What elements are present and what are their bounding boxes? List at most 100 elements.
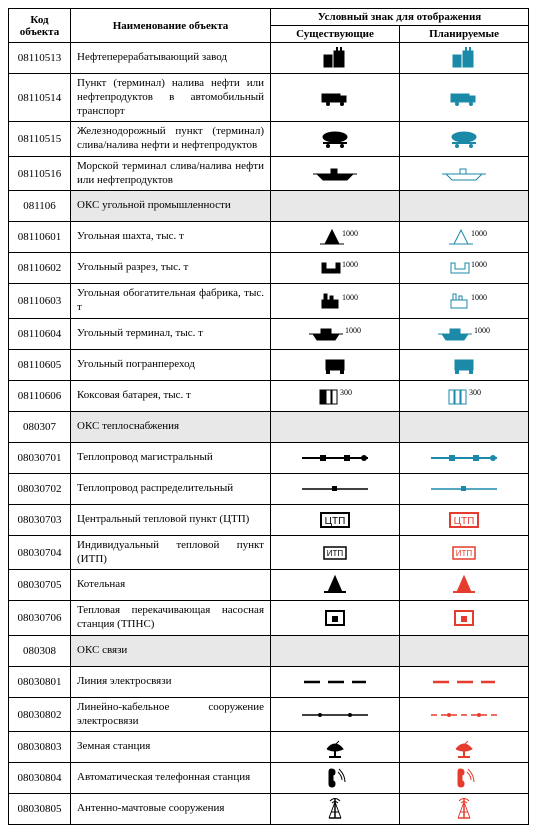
header-plan: Планируемые [400, 26, 529, 43]
cell-sym-exist [271, 442, 400, 473]
cell-sym-exist [271, 191, 400, 222]
cell-name: ОКС угольной промышленности [71, 191, 271, 222]
cell-sym-plan [400, 794, 529, 825]
cell-name: Железнодорожный пункт (терминал) слива/н… [71, 122, 271, 157]
cell-code: 08030802 [9, 697, 71, 732]
table-row: 08110516Морской терминал слива/налива не… [9, 156, 529, 191]
cell-sym-exist [271, 570, 400, 601]
cell-code: 08030703 [9, 504, 71, 535]
table-row: 08110602Угольный разрез, тыс. т10001000 [9, 253, 529, 284]
cell-sym-exist [271, 43, 400, 74]
cell-name: Линия электросвязи [71, 666, 271, 697]
cell-name: Котельная [71, 570, 271, 601]
cell-sym-plan: 1000 [400, 253, 529, 284]
cell-sym-plan [400, 763, 529, 794]
table-row: 08110606Коксовая батарея, тыс. т300300 [9, 380, 529, 411]
cell-code: 08030701 [9, 442, 71, 473]
cell-sym-plan [400, 570, 529, 601]
table-row: 08030804Автоматическая телефонная станци… [9, 763, 529, 794]
cell-sym-plan [400, 122, 529, 157]
table-row: 08030805Антенно-мачтовые сооружения [9, 794, 529, 825]
cell-name: Нефтеперерабатывающий завод [71, 43, 271, 74]
cell-sym-exist [271, 635, 400, 666]
header-code: Код объекта [9, 9, 71, 43]
cell-sym-plan [400, 732, 529, 763]
cell-sym-exist [271, 732, 400, 763]
cell-sym-plan: 300 [400, 380, 529, 411]
cell-code: 08110602 [9, 253, 71, 284]
cell-name: Земная станция [71, 732, 271, 763]
table-row: 08030801Линия электросвязи [9, 666, 529, 697]
cell-name: ОКС теплоснабжения [71, 411, 271, 442]
cell-sym-exist [271, 794, 400, 825]
cell-name: Автоматическая телефонная станция [71, 763, 271, 794]
cell-code: 08110606 [9, 380, 71, 411]
svg-text:300: 300 [469, 388, 481, 397]
cell-name: Угольная обогатительная фабрика, тыс. т [71, 284, 271, 319]
cell-sym-plan [400, 635, 529, 666]
cell-sym-exist: 1000 [271, 318, 400, 349]
cell-name: Центральный тепловой пункт (ЦТП) [71, 504, 271, 535]
cell-name: Теплопровод распределительный [71, 473, 271, 504]
svg-text:ИТП: ИТП [327, 549, 344, 558]
cell-code: 08110603 [9, 284, 71, 319]
symbols-table: Код объекта Наименование объекта Условны… [8, 8, 529, 825]
svg-text:ИТП: ИТП [456, 549, 473, 558]
table-row: 08030704Индивидуальный тепловой пункт (И… [9, 535, 529, 570]
table-row: 081106ОКС угольной промышленности [9, 191, 529, 222]
cell-code: 08110601 [9, 222, 71, 253]
cell-name: Коксовая батарея, тыс. т [71, 380, 271, 411]
cell-sym-exist [271, 349, 400, 380]
cell-sym-exist [271, 601, 400, 636]
table-row: 08030701Теплопровод магистральный [9, 442, 529, 473]
table-row: 080307ОКС теплоснабжения [9, 411, 529, 442]
cell-sym-plan: 1000 [400, 284, 529, 319]
table-row: 08030706Тепловая перекачивающая насосная… [9, 601, 529, 636]
cell-code: 08030801 [9, 666, 71, 697]
table-row: 08110513Нефтеперерабатывающий завод [9, 43, 529, 74]
cell-code: 08030803 [9, 732, 71, 763]
cell-code: 08030706 [9, 601, 71, 636]
table-row: 08030703Центральный тепловой пункт (ЦТП)… [9, 504, 529, 535]
header-exist: Существующие [271, 26, 400, 43]
table-row: 08110514Пункт (терминал) налива нефти ил… [9, 74, 529, 122]
cell-code: 08110515 [9, 122, 71, 157]
cell-code: 08030705 [9, 570, 71, 601]
table-row: 08110603Угольная обогатительная фабрика,… [9, 284, 529, 319]
cell-code: 081106 [9, 191, 71, 222]
cell-sym-plan: ИТП [400, 535, 529, 570]
table-row: 080308ОКС связи [9, 635, 529, 666]
cell-name: Угольный погранпереход [71, 349, 271, 380]
cell-name: Индивидуальный тепловой пункт (ИТП) [71, 535, 271, 570]
cell-code: 08110513 [9, 43, 71, 74]
svg-text:1000: 1000 [471, 260, 487, 269]
cell-sym-exist [271, 122, 400, 157]
cell-sym-plan [400, 74, 529, 122]
svg-text:1000: 1000 [342, 260, 358, 269]
cell-code: 080308 [9, 635, 71, 666]
table-row: 08030802Линейно-кабельное сооружение эле… [9, 697, 529, 732]
header-name: Наименование объекта [71, 9, 271, 43]
cell-code: 08030805 [9, 794, 71, 825]
svg-text:1000: 1000 [342, 293, 358, 302]
table-row: 08110605Угольный погранпереход [9, 349, 529, 380]
cell-name: Антенно-мачтовые сооружения [71, 794, 271, 825]
cell-sym-exist: 1000 [271, 222, 400, 253]
cell-name: Тепловая перекачивающая насосная станция… [71, 601, 271, 636]
cell-name: Теплопровод магистральный [71, 442, 271, 473]
cell-name: Пункт (терминал) налива нефти или нефтеп… [71, 74, 271, 122]
cell-code: 08030702 [9, 473, 71, 504]
svg-text:1000: 1000 [345, 326, 361, 335]
cell-sym-plan [400, 156, 529, 191]
svg-text:1000: 1000 [474, 326, 490, 335]
table-row: 08110515Железнодорожный пункт (терминал)… [9, 122, 529, 157]
cell-code: 08110604 [9, 318, 71, 349]
cell-code: 08110514 [9, 74, 71, 122]
cell-sym-plan: 1000 [400, 318, 529, 349]
table-row: 08030702Теплопровод распределительный [9, 473, 529, 504]
cell-sym-exist: 1000 [271, 253, 400, 284]
svg-text:1000: 1000 [342, 229, 358, 238]
cell-sym-exist [271, 473, 400, 504]
cell-name: Угольная шахта, тыс. т [71, 222, 271, 253]
cell-sym-plan [400, 473, 529, 504]
